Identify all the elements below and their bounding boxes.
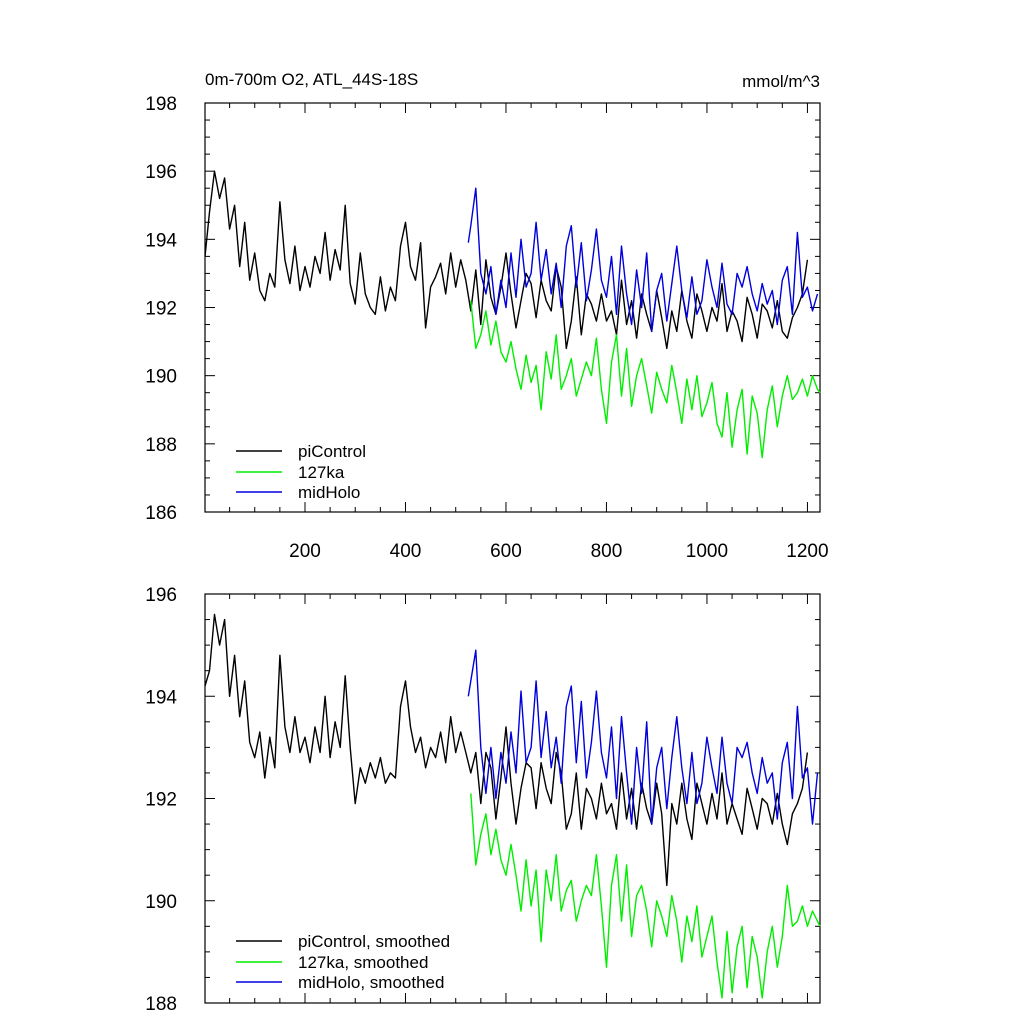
top-series-line-picontrol — [204, 170, 809, 350]
x-tick-label: 800 — [591, 541, 623, 562]
legend-label-127ka: 127ka — [298, 463, 345, 482]
legend-label-127ka-smoothed: 127ka, smoothed — [298, 953, 428, 972]
y-tick-label: 192 — [145, 790, 177, 811]
x-tick-label: 1000 — [686, 541, 728, 562]
top-panel-title: 0m-700m O2, ATL_44S-18S — [205, 70, 418, 89]
bottom-axis-ticks: 188 190 192 194 196 — [145, 585, 820, 1015]
bottom-series-line-midholo-smoothed — [467, 649, 819, 825]
y-tick-label: 198 — [145, 94, 177, 115]
y-tick-label: 190 — [145, 892, 177, 913]
bottom-series-line-picontrol-smoothed — [204, 613, 809, 887]
y-tick-label: 190 — [145, 367, 177, 388]
x-tick-label: 400 — [390, 541, 422, 562]
top-legend: piControl 127ka midHolo — [236, 442, 366, 502]
bottom-panel: 188 190 192 194 196 piControl, smoothed 127k… — [145, 585, 821, 1015]
top-series-line-midholo — [467, 187, 819, 333]
y-tick-label: 196 — [145, 585, 177, 606]
x-tick-label: 600 — [490, 541, 522, 562]
y-tick-label: 186 — [145, 503, 177, 524]
y-tick-label: 196 — [145, 162, 177, 183]
legend-label-midholo: midHolo — [298, 483, 360, 502]
legend-label-picontrol: piControl — [298, 442, 366, 461]
legend-label-picontrol-smoothed: piControl, smoothed — [298, 932, 450, 951]
y-tick-label: 192 — [145, 299, 177, 320]
top-series-line-127ka — [470, 300, 821, 459]
x-tick-label: 200 — [289, 541, 321, 562]
bottom-series-group — [204, 613, 821, 999]
y-tick-label: 188 — [145, 994, 177, 1015]
top-panel: 0m-700m O2, ATL_44S-18S mmol/m^3 200 400 6… — [145, 70, 828, 562]
y-tick-label: 194 — [145, 687, 177, 708]
top-panel-units: mmol/m^3 — [742, 72, 820, 91]
y-tick-label: 188 — [145, 435, 177, 456]
y-tick-label: 194 — [145, 230, 177, 251]
legend-label-midholo-smoothed: midHolo, smoothed — [298, 973, 444, 992]
x-tick-label: 1200 — [786, 541, 828, 562]
top-axis-ticks: 200 400 600 800 1000 1200 186 188 190 192 194 196 19… — [145, 94, 828, 562]
bottom-series-line-127ka-smoothed — [470, 793, 821, 999]
top-series-group — [204, 170, 821, 459]
bottom-legend: piControl, smoothed 127ka, smoothed midH… — [236, 932, 450, 992]
